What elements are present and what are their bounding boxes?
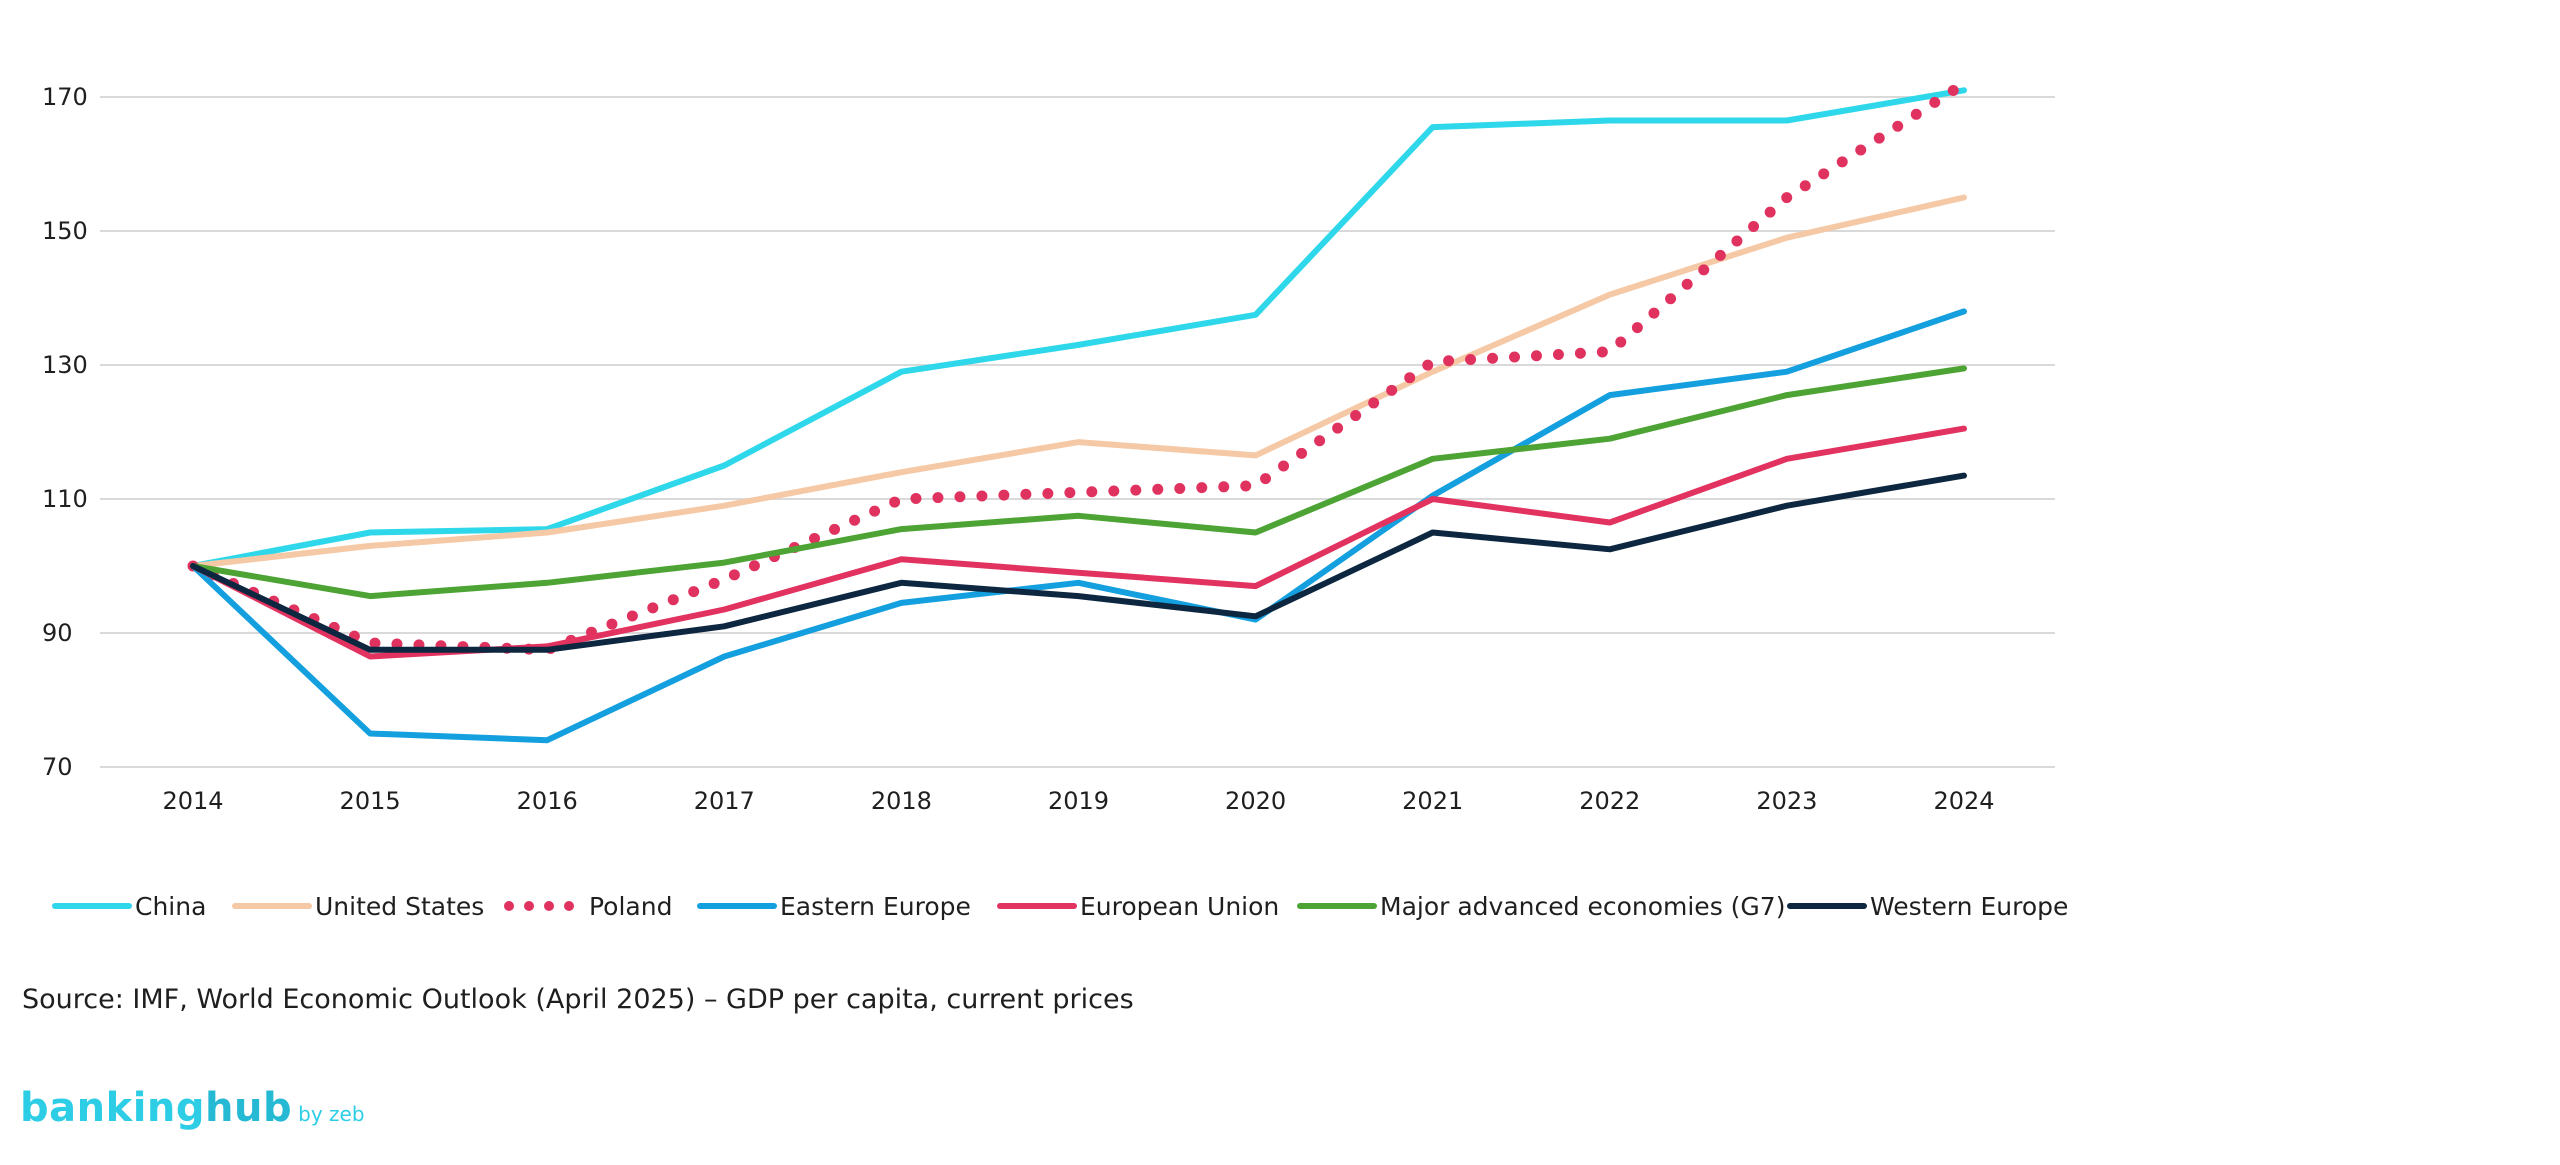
logo-banking: banking <box>20 1085 206 1131</box>
x-tick-label: 2024 <box>1933 787 1994 815</box>
y-tick-label: 170 <box>42 83 88 111</box>
series-line-western-europe <box>190 472 1967 653</box>
x-tick-label: 2017 <box>694 787 755 815</box>
x-tick-label: 2021 <box>1402 787 1463 815</box>
legend-label-european-union: European Union <box>1080 892 1279 921</box>
source-note: Source: IMF, World Economic Outlook (Apr… <box>22 984 1134 1015</box>
x-tick-label: 2020 <box>1225 787 1286 815</box>
y-tick-label: 110 <box>42 485 88 513</box>
y-tick-label: 90 <box>42 619 73 647</box>
legend-label-china: China <box>135 892 206 921</box>
legend-label-major-advanced-economies-g7: Major advanced economies (G7) <box>1380 892 1785 921</box>
x-tick-label: 2019 <box>1048 787 1109 815</box>
x-tick-label: 2018 <box>871 787 932 815</box>
x-tick-label: 2015 <box>340 787 401 815</box>
series-line-china <box>190 87 1967 569</box>
legend-label-eastern-europe: Eastern Europe <box>780 892 971 921</box>
x-tick-label: 2022 <box>1579 787 1640 815</box>
y-axis: 70 90 110 130 150 170 <box>42 83 88 781</box>
legend-label-western-europe: Western Europe <box>1870 892 2068 921</box>
series-line-eastern-europe <box>190 308 1967 744</box>
series-line-major-advanced-economies-g7 <box>190 365 1967 600</box>
logo-wordmark: bankinghub <box>20 1085 292 1131</box>
logo-hub: hub <box>205 1085 293 1131</box>
x-tick-label: 2016 <box>517 787 578 815</box>
chart-legend: China United States Poland Eastern Europe Eu… <box>52 892 2068 921</box>
chart-gridlines <box>100 96 2055 768</box>
x-axis: 2014 2015 2016 2017 2018 2019 2020 2021 2022 2023… <box>162 787 1994 815</box>
chart-series <box>187 78 1970 744</box>
legend-label-poland: Poland <box>589 892 672 921</box>
logo-byline: by zeb <box>298 1102 365 1126</box>
series-line-united-states <box>190 194 1967 569</box>
x-tick-label: 2014 <box>162 787 223 815</box>
bankinghub-logo[interactable]: bankinghub by zeb <box>20 1088 365 1128</box>
series-line-european-union <box>190 425 1967 660</box>
y-tick-label: 130 <box>42 351 88 379</box>
legend-label-united-states: United States <box>315 892 484 921</box>
x-tick-label: 2023 <box>1756 787 1817 815</box>
y-tick-label: 70 <box>42 753 73 781</box>
y-tick-label: 150 <box>42 217 88 245</box>
series-line-poland <box>187 78 1970 656</box>
